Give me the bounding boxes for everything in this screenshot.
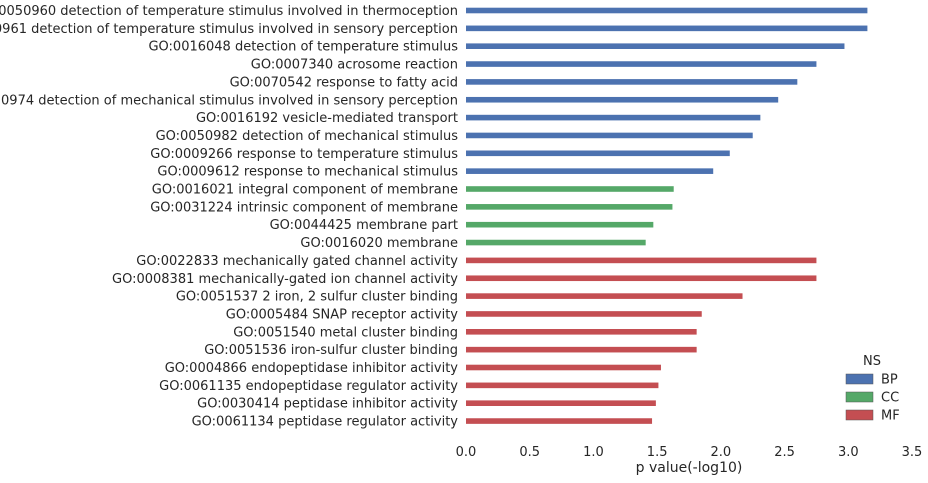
category-label: GO:0016020 membrane (300, 236, 458, 251)
bar (466, 364, 661, 371)
legend-label-bp: BP (881, 373, 898, 388)
x-tick-label: 1.5 (647, 445, 668, 460)
bar (466, 418, 653, 424)
x-axis-title: p value(-log10) (636, 460, 743, 476)
bar (466, 150, 730, 157)
bar (466, 61, 817, 67)
category-label: GO:0022833 mechanically gated channel ac… (136, 254, 458, 269)
category-label: GO:0007340 acrosome reaction (251, 58, 458, 73)
category-label: GO:0009266 response to temperature stimu… (150, 147, 458, 162)
category-label: GO:0061135 endopeptidase regulator activ… (159, 379, 458, 394)
category-label: GO:0050974 detection of mechanical stimu… (0, 93, 458, 108)
x-tick-label: 2.5 (774, 445, 795, 460)
category-label: GO:0016048 detection of temperature stim… (148, 40, 458, 55)
bar (466, 346, 697, 353)
category-label: GO:0044425 membrane part (270, 218, 458, 233)
category-label: GO:0016192 vesicle-mediated transport (196, 111, 458, 126)
bar (466, 79, 798, 85)
x-tick-label: 1.0 (583, 445, 604, 460)
bar (466, 186, 674, 192)
bar (466, 25, 868, 32)
x-tick-labels: 0.0 0.5 1.0 1.5 2.0 2.5 3.0 3.5 (456, 445, 923, 460)
legend-label-mf: MF (881, 409, 900, 424)
legend-title: NS (863, 354, 881, 369)
x-tick-label: 3.5 (902, 445, 923, 460)
bar (466, 43, 845, 49)
x-tick-label: 3.0 (838, 445, 859, 460)
legend: NS BP CC MF (845, 354, 900, 424)
bar (466, 275, 817, 282)
category-label: GO:0004866 endopeptidase inhibitor activ… (165, 361, 459, 376)
bar (466, 257, 817, 264)
x-tick-label: 0.5 (519, 445, 540, 460)
category-label: GO:0030414 peptidase inhibitor activity (197, 397, 458, 412)
category-labels: GO:0050960 detection of temperature stim… (0, 4, 458, 430)
category-label: GO:0051540 metal cluster binding (233, 325, 458, 340)
category-label: GO:0051536 iron-sulfur cluster binding (204, 343, 458, 358)
bar (466, 96, 779, 103)
bars-group (466, 7, 868, 424)
legend-swatch-mf (845, 409, 874, 421)
category-label: GO:0061134 peptidase regulator activity (192, 415, 459, 430)
bar (466, 400, 656, 406)
bar (466, 311, 702, 317)
category-label: GO:0050982 detection of mechanical stimu… (156, 129, 459, 144)
bar (466, 132, 753, 139)
bar (466, 239, 646, 246)
category-label: GO:0050960 detection of temperature stim… (0, 4, 458, 19)
legend-swatch-cc (845, 391, 874, 403)
x-tick-label: 0.0 (456, 445, 477, 460)
legend-label-cc: CC (881, 391, 899, 406)
legend-swatch-bp (845, 373, 874, 385)
bar (466, 293, 743, 299)
bar (466, 114, 761, 121)
bar (466, 382, 659, 389)
bar (466, 204, 673, 210)
category-label: GO:0005484 SNAP receptor activity (226, 307, 459, 322)
category-label: GO:0050961 detection of temperature stim… (0, 22, 458, 37)
category-label: GO:0051537 2 iron, 2 sulfur cluster bind… (176, 290, 458, 305)
category-label: GO:0031224 intrinsic component of membra… (150, 200, 458, 215)
bar (466, 7, 868, 14)
bar (466, 329, 697, 335)
bar (466, 221, 654, 228)
category-label: GO:0009612 response to mechanical stimul… (157, 165, 458, 180)
category-label: GO:0016021 integral component of membran… (152, 183, 458, 198)
x-tick-label: 2.0 (711, 445, 732, 460)
category-label: GO:0008381 mechanically-gated ion channe… (112, 272, 458, 287)
bar (466, 168, 714, 174)
category-label: GO:0070542 response to fatty acid (230, 75, 458, 90)
